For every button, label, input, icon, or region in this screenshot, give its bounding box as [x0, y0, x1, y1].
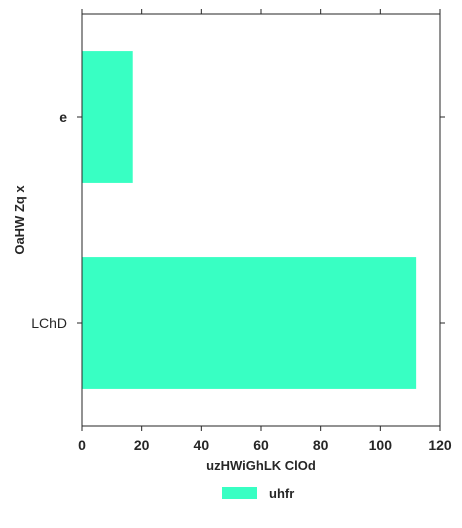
bar-0 [82, 51, 133, 183]
x-tick-label: 120 [428, 437, 452, 453]
x-tick-label: 20 [134, 437, 150, 453]
legend-label: uhfr [269, 486, 294, 501]
y-axis-title: OaHW Zq x [12, 185, 27, 255]
y-axis-ticks: e LChD [31, 109, 445, 331]
x-tick-label: 100 [369, 437, 393, 453]
x-tick-label: 80 [313, 437, 329, 453]
x-axis-ticks: 0 20 40 60 80 100 120 [78, 9, 452, 453]
x-tick-label: 0 [78, 437, 86, 453]
legend: uhfr [222, 486, 294, 501]
x-axis-title: uzHWiGhLK ClOd [206, 458, 316, 473]
legend-swatch [222, 487, 257, 499]
x-tick-label: 60 [253, 437, 269, 453]
y-tick-label: e [59, 109, 67, 125]
bar-1 [82, 257, 417, 389]
bars-group [82, 51, 417, 389]
y-tick-label: LChD [31, 315, 67, 331]
x-tick-label: 40 [194, 437, 210, 453]
